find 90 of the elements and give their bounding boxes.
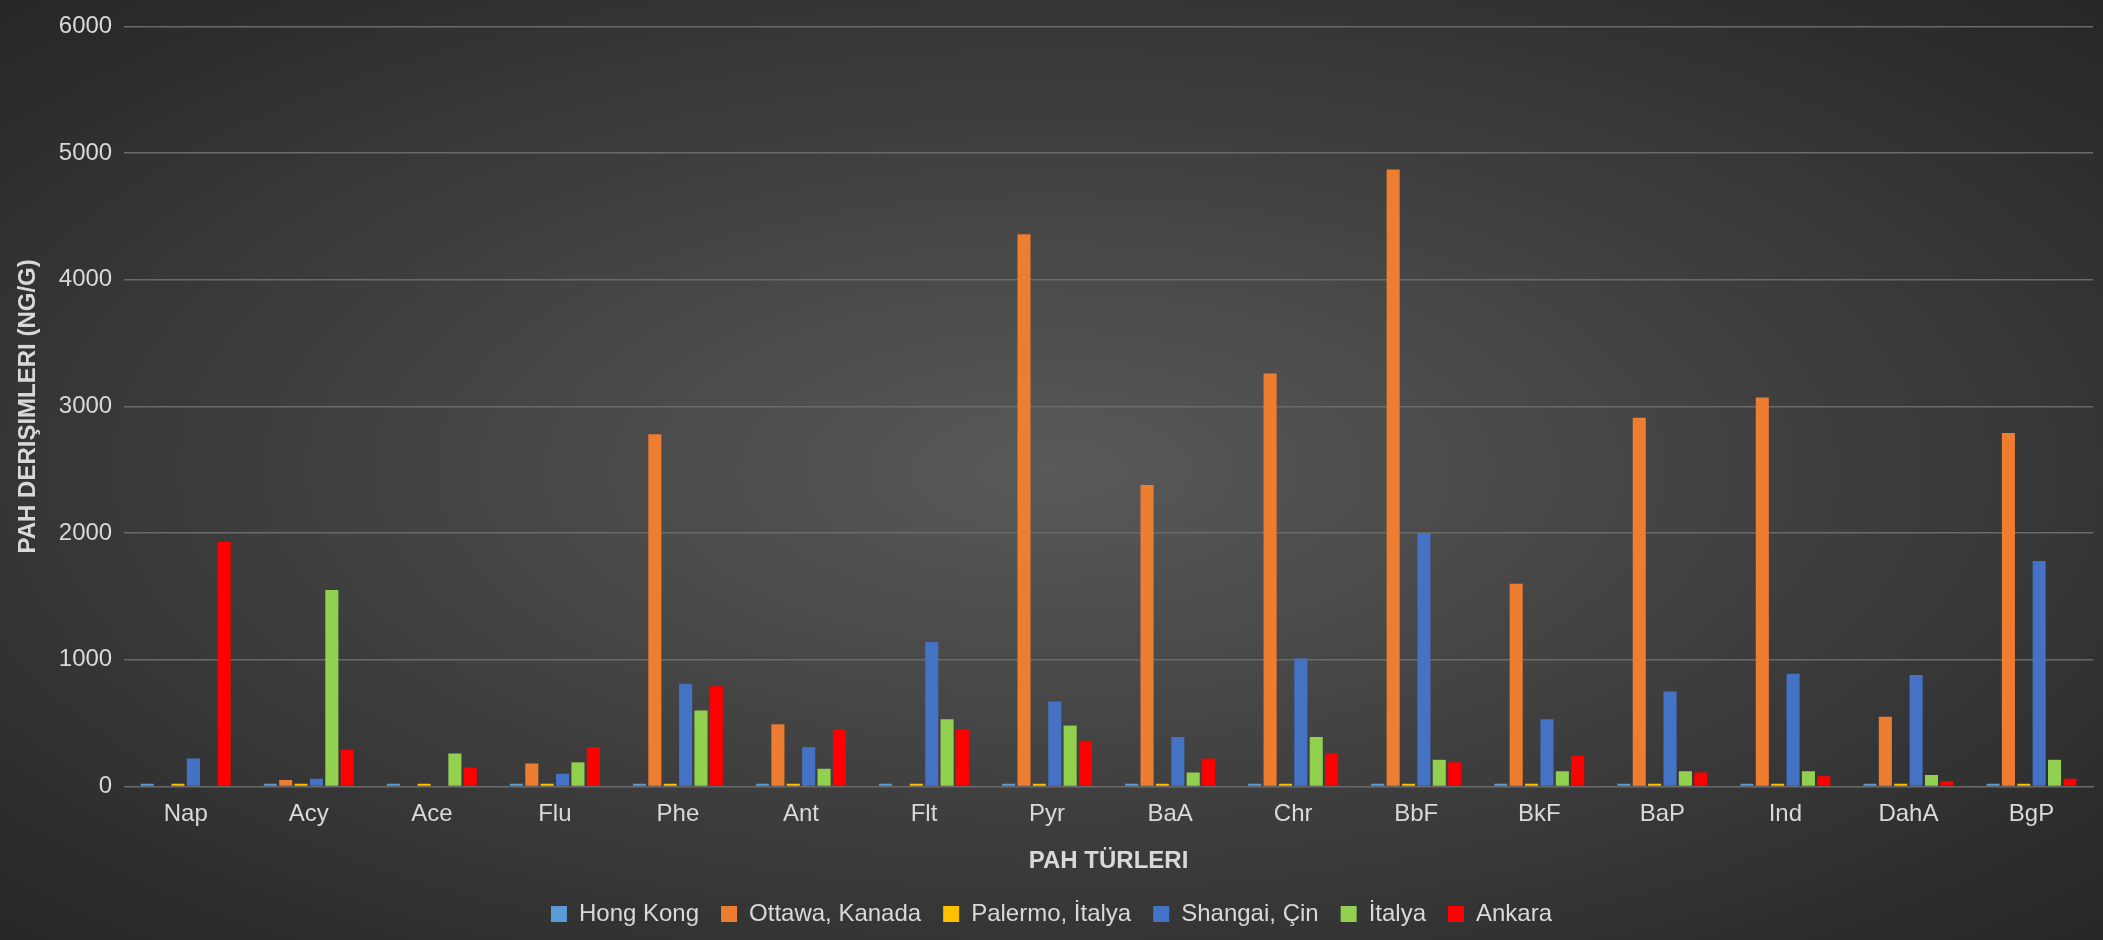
bar xyxy=(694,710,708,786)
x-tick-label: Flu xyxy=(538,799,572,827)
x-tick-label: Nap xyxy=(163,799,208,827)
legend-label: İtalya xyxy=(1368,898,1427,926)
x-tick-label: BbF xyxy=(1394,799,1439,827)
bar xyxy=(1555,771,1569,786)
y-tick-label: 2000 xyxy=(58,517,113,545)
bar xyxy=(679,683,693,786)
bar xyxy=(1694,772,1708,786)
legend-label: Ankara xyxy=(1476,898,1553,926)
bar xyxy=(955,729,970,786)
bar xyxy=(1048,701,1062,786)
bar xyxy=(1571,756,1585,786)
bar xyxy=(525,763,539,786)
bar xyxy=(1909,674,1923,786)
x-tick-label: BaP xyxy=(1639,799,1686,827)
bar xyxy=(2032,560,2046,786)
bar xyxy=(2048,759,2062,786)
y-tick-label: 0 xyxy=(98,771,113,799)
bar xyxy=(1878,716,1892,786)
bar xyxy=(1140,484,1154,786)
bar xyxy=(709,686,723,786)
bar xyxy=(2063,778,2077,786)
bar xyxy=(186,758,200,786)
bar xyxy=(940,719,954,786)
x-tick-label: Ant xyxy=(782,799,820,827)
bar xyxy=(817,768,831,786)
x-tick-label: Acy xyxy=(288,799,329,827)
x-tick-label: DahA xyxy=(1878,799,1939,827)
bar xyxy=(1063,725,1077,786)
y-tick-label: 5000 xyxy=(58,137,113,165)
bar xyxy=(325,590,339,786)
bar xyxy=(309,778,323,786)
x-tick-label: Ind xyxy=(1768,799,1803,827)
bar xyxy=(571,762,585,786)
bar xyxy=(1186,772,1200,786)
bar xyxy=(1448,762,1462,786)
bar xyxy=(1663,691,1677,786)
bar xyxy=(648,434,662,786)
legend-label: Ottawa, Kanada xyxy=(749,898,922,926)
x-tick-label: BaA xyxy=(1147,799,1193,827)
y-tick-label: 4000 xyxy=(58,264,113,292)
y-tick-label: 3000 xyxy=(58,391,113,419)
bar xyxy=(1509,583,1523,786)
x-tick-label: Phe xyxy=(656,799,700,827)
bar xyxy=(586,747,600,786)
x-tick-label: BkF xyxy=(1517,799,1561,827)
x-tick-label: Pyr xyxy=(1029,799,1066,827)
bar xyxy=(1924,775,1939,786)
bar xyxy=(217,541,231,786)
y-tick-label: 6000 xyxy=(58,11,113,39)
bar xyxy=(1678,771,1692,786)
bar xyxy=(1417,533,1431,786)
bar xyxy=(925,642,939,786)
bar xyxy=(463,767,477,786)
bar xyxy=(1325,753,1339,786)
bar xyxy=(1786,673,1800,786)
bar xyxy=(1801,771,1815,786)
bar xyxy=(1017,234,1031,786)
x-tick-label: Flt xyxy=(910,799,938,827)
bar xyxy=(1171,737,1185,786)
y-tick-label: 1000 xyxy=(58,644,113,672)
bar xyxy=(832,729,846,786)
legend-label: Shangai, Çin xyxy=(1181,898,1319,926)
bar xyxy=(1432,759,1446,786)
bar xyxy=(1294,658,1308,786)
bar xyxy=(556,773,570,786)
bar xyxy=(340,749,354,786)
legend-label: Palermo, İtalya xyxy=(971,898,1132,926)
bar xyxy=(1540,719,1554,786)
bar xyxy=(1078,740,1093,786)
bar xyxy=(771,724,785,786)
y-axis-title: PAH DERIŞIMLERI (NG/G) xyxy=(13,259,41,554)
bar xyxy=(1632,417,1646,786)
legend-label: Hong Kong xyxy=(578,898,700,926)
bar xyxy=(1386,169,1400,786)
bar xyxy=(279,780,293,786)
bar xyxy=(448,753,462,786)
bar xyxy=(1202,758,1216,786)
bar xyxy=(802,747,816,786)
x-tick-label: Chr xyxy=(1273,799,1313,827)
bar xyxy=(1309,737,1323,786)
bar xyxy=(1755,397,1769,786)
x-axis-title: PAH TÜRLERI xyxy=(1028,846,1189,874)
x-tick-label: BgP xyxy=(2008,799,2055,827)
bar xyxy=(1940,781,1954,786)
bar xyxy=(1817,776,1831,786)
bar xyxy=(2001,433,2015,786)
x-tick-label: Ace xyxy=(411,799,453,827)
bar xyxy=(1263,373,1277,786)
